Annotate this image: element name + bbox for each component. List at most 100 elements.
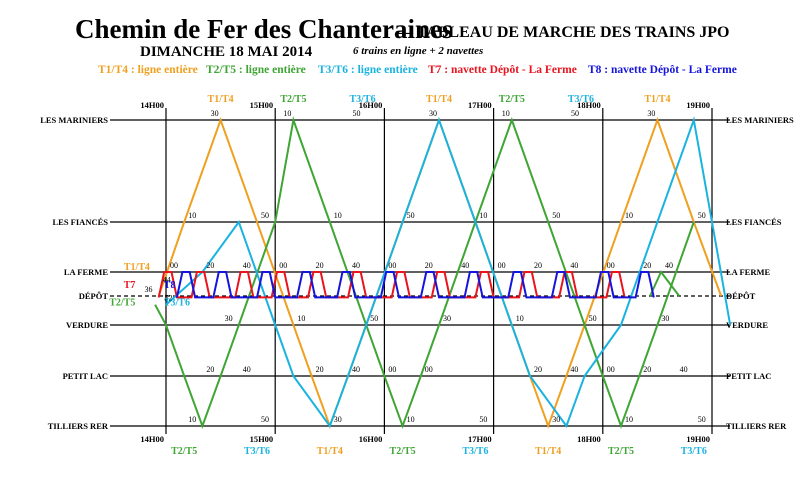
minute-label: 00 bbox=[388, 365, 396, 374]
minute-label: 00 bbox=[279, 261, 287, 270]
train-label-bottom: T2/T5 bbox=[608, 446, 634, 457]
hour-label-bottom: 17H00 bbox=[468, 434, 492, 444]
station-label-left: LES MARINIERS bbox=[40, 115, 108, 125]
train-label-top: T2/T5 bbox=[499, 94, 525, 105]
train-label-top: T1/T4 bbox=[426, 94, 452, 105]
page-subtitle: — TABLEAU DE MARCHE DES TRAINS JPO bbox=[397, 24, 730, 41]
minute-label: 50 bbox=[353, 109, 361, 118]
shuttle-line bbox=[175, 271, 655, 299]
minute-label: 40 bbox=[680, 365, 688, 374]
hour-label-top: 14H00 bbox=[140, 100, 164, 110]
series-line bbox=[154, 116, 695, 429]
minute-label: 10 bbox=[283, 109, 291, 118]
legend-t2t5: T2/T5 : ligne entière bbox=[206, 64, 306, 76]
station-label-right: LES MARINIERS bbox=[726, 115, 794, 125]
minute-label: 10 bbox=[625, 211, 633, 220]
series-line bbox=[649, 270, 680, 297]
train-label-top: T2/T5 bbox=[280, 94, 306, 105]
legend-t8: T8 : navette Dépôt - La Ferme bbox=[588, 64, 737, 76]
minute-label: 10 bbox=[188, 415, 196, 424]
minute-label: 50 bbox=[571, 109, 579, 118]
minute-label: 20 bbox=[206, 261, 214, 270]
train-label-bottom: T2/T5 bbox=[171, 446, 197, 457]
train-label-top: T1/T4 bbox=[208, 94, 234, 105]
minute-label: 52 bbox=[165, 294, 173, 303]
train-label-top: T3/T6 bbox=[349, 94, 375, 105]
station-label-right: TILLIERS RER bbox=[726, 421, 787, 431]
minute-label: 40 bbox=[570, 365, 578, 374]
minute-label: 50 bbox=[370, 314, 378, 323]
train-label-side: T1/T4 bbox=[124, 262, 150, 273]
station-label-left: TILLIERS RER bbox=[48, 421, 109, 431]
page-note: 6 trains en ligne + 2 navettes bbox=[353, 45, 484, 57]
minute-label: 10 bbox=[334, 211, 342, 220]
minute-label: 10 bbox=[188, 211, 196, 220]
hour-label-top: 15H00 bbox=[250, 100, 274, 110]
minute-label: 40 bbox=[352, 365, 360, 374]
minute-label: 30 bbox=[647, 109, 655, 118]
minute-label: 10 bbox=[297, 314, 305, 323]
minute-label: 50 bbox=[407, 211, 415, 220]
station-label-left: DÉPÔT bbox=[79, 291, 109, 301]
hour-label-top: 17H00 bbox=[468, 100, 492, 110]
minute-label: 50 bbox=[261, 415, 269, 424]
minute-label: 40 bbox=[243, 365, 251, 374]
train-label-top: T1/T4 bbox=[644, 94, 670, 105]
train-label-bottom: T2/T5 bbox=[390, 446, 416, 457]
minute-label: 44 bbox=[163, 275, 171, 284]
minute-label: 00 bbox=[388, 261, 396, 270]
minute-label: 00 bbox=[607, 261, 615, 270]
station-label-right: LA FERME bbox=[726, 267, 770, 277]
hour-label-bottom: 15H00 bbox=[250, 434, 274, 444]
minute-label: 20 bbox=[316, 261, 324, 270]
station-label-left: VERDURE bbox=[66, 320, 108, 330]
minute-label: 20 bbox=[643, 261, 651, 270]
header: Chemin de Fer des Chanteraines — TABLEAU… bbox=[0, 0, 794, 82]
station-label-right: LES FIANCÉS bbox=[726, 217, 782, 227]
minute-label: 40 bbox=[243, 261, 251, 270]
station-label-right: DÉPÔT bbox=[726, 291, 756, 301]
minute-label: 10 bbox=[502, 109, 510, 118]
station-label-right: PETIT LAC bbox=[726, 371, 771, 381]
legend-t1t4: T1/T4 : ligne entière bbox=[98, 64, 198, 76]
train-label-bottom: T3/T6 bbox=[244, 446, 270, 457]
minute-label: 36 bbox=[145, 285, 153, 294]
station-label-left: LA FERME bbox=[64, 267, 108, 277]
minute-label: 30 bbox=[443, 314, 451, 323]
minute-label: 40 bbox=[352, 261, 360, 270]
minute-label: 00 bbox=[607, 365, 615, 374]
minute-label: 30 bbox=[334, 415, 342, 424]
minute-label: 50 bbox=[698, 415, 706, 424]
minute-label: 50 bbox=[261, 211, 269, 220]
station-label-left: LES FIANCÉS bbox=[52, 217, 108, 227]
minute-label: 00 bbox=[170, 261, 178, 270]
minute-label: 30 bbox=[211, 109, 219, 118]
train-label-bottom: T1/T4 bbox=[535, 446, 561, 457]
minute-label: 50 bbox=[479, 415, 487, 424]
minute-label: 00 bbox=[498, 261, 506, 270]
train-label-bottom: T1/T4 bbox=[317, 446, 343, 457]
minute-label: 10 bbox=[516, 314, 524, 323]
station-label-left: PETIT LAC bbox=[63, 371, 108, 381]
page-date: DIMANCHE 18 MAI 2014 bbox=[140, 44, 313, 60]
minute-label: 30 bbox=[552, 415, 560, 424]
hour-label-top: 16H00 bbox=[359, 100, 383, 110]
train-label-side: T3/T6 bbox=[164, 298, 190, 309]
train-label-side: T7 bbox=[124, 280, 136, 291]
legend-t7: T7 : navette Dépôt - La Ferme bbox=[428, 64, 577, 76]
minute-label: 20 bbox=[316, 365, 324, 374]
minute-label: 10 bbox=[479, 211, 487, 220]
station-label-right: VERDURE bbox=[726, 320, 768, 330]
minute-label: 20 bbox=[534, 261, 542, 270]
minute-label: 30 bbox=[429, 109, 437, 118]
hour-label-top: 18H00 bbox=[577, 100, 601, 110]
train-label-bottom: T3/T6 bbox=[462, 446, 488, 457]
page-title: Chemin de Fer des Chanteraines bbox=[75, 14, 453, 44]
train-label-top: T3/T6 bbox=[568, 94, 594, 105]
minute-label: 10 bbox=[625, 415, 633, 424]
hour-label-bottom: 19H00 bbox=[686, 434, 710, 444]
minute-label: 50 bbox=[589, 314, 597, 323]
minute-label: 20 bbox=[206, 365, 214, 374]
minute-label: 50 bbox=[552, 211, 560, 220]
